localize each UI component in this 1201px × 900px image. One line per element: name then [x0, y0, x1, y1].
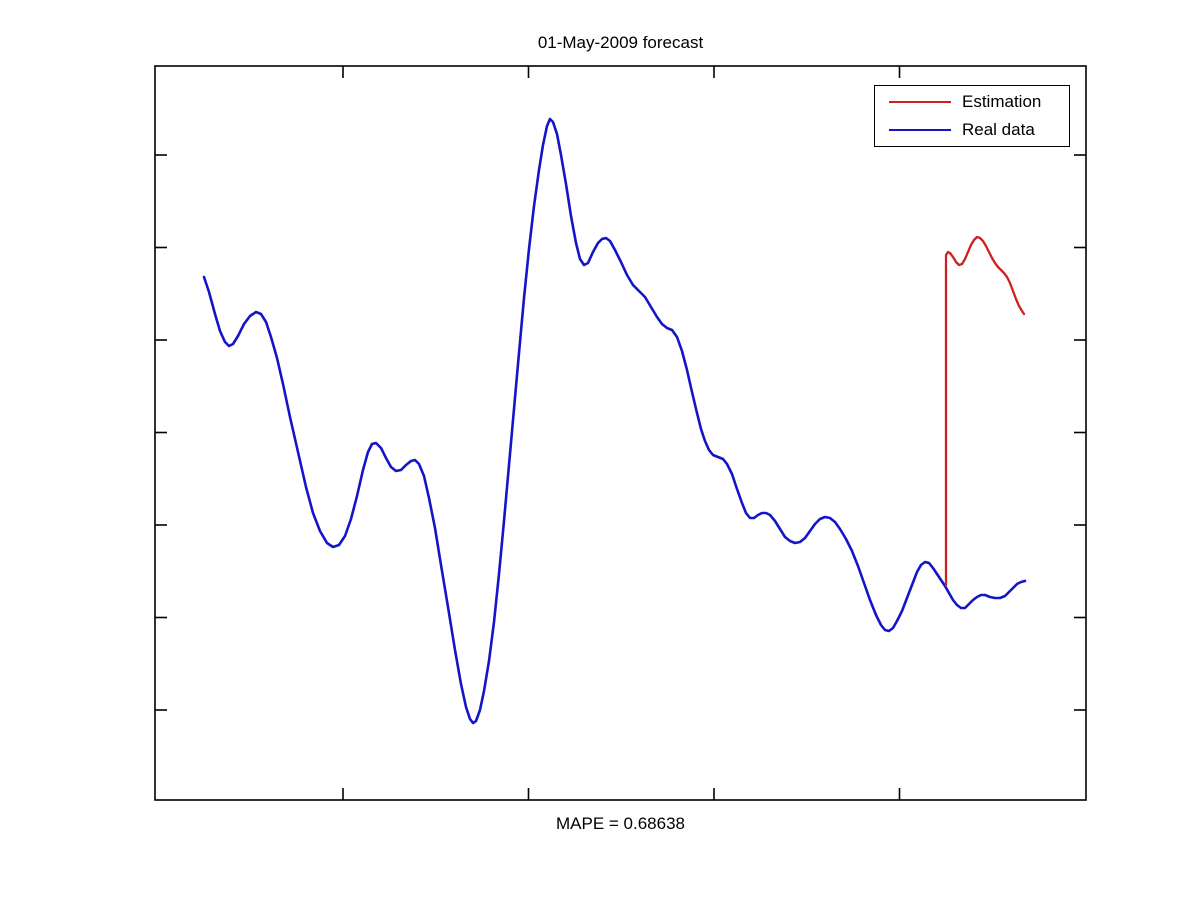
- legend-item-estimation: Estimation: [875, 89, 1069, 115]
- real-data-line-sample: [889, 129, 951, 132]
- legend-item-real-data: Real data: [875, 117, 1069, 143]
- estimation-line-sample: [889, 100, 951, 103]
- legend-label-real-data: Real data: [962, 120, 1035, 140]
- legend-label-estimation: Estimation: [962, 91, 1042, 111]
- mape-label: MAPE = 0.68638: [555, 814, 685, 833]
- chart-title: 01-May-2009 forecast: [537, 33, 704, 52]
- legend: Estimation Real data: [874, 85, 1070, 147]
